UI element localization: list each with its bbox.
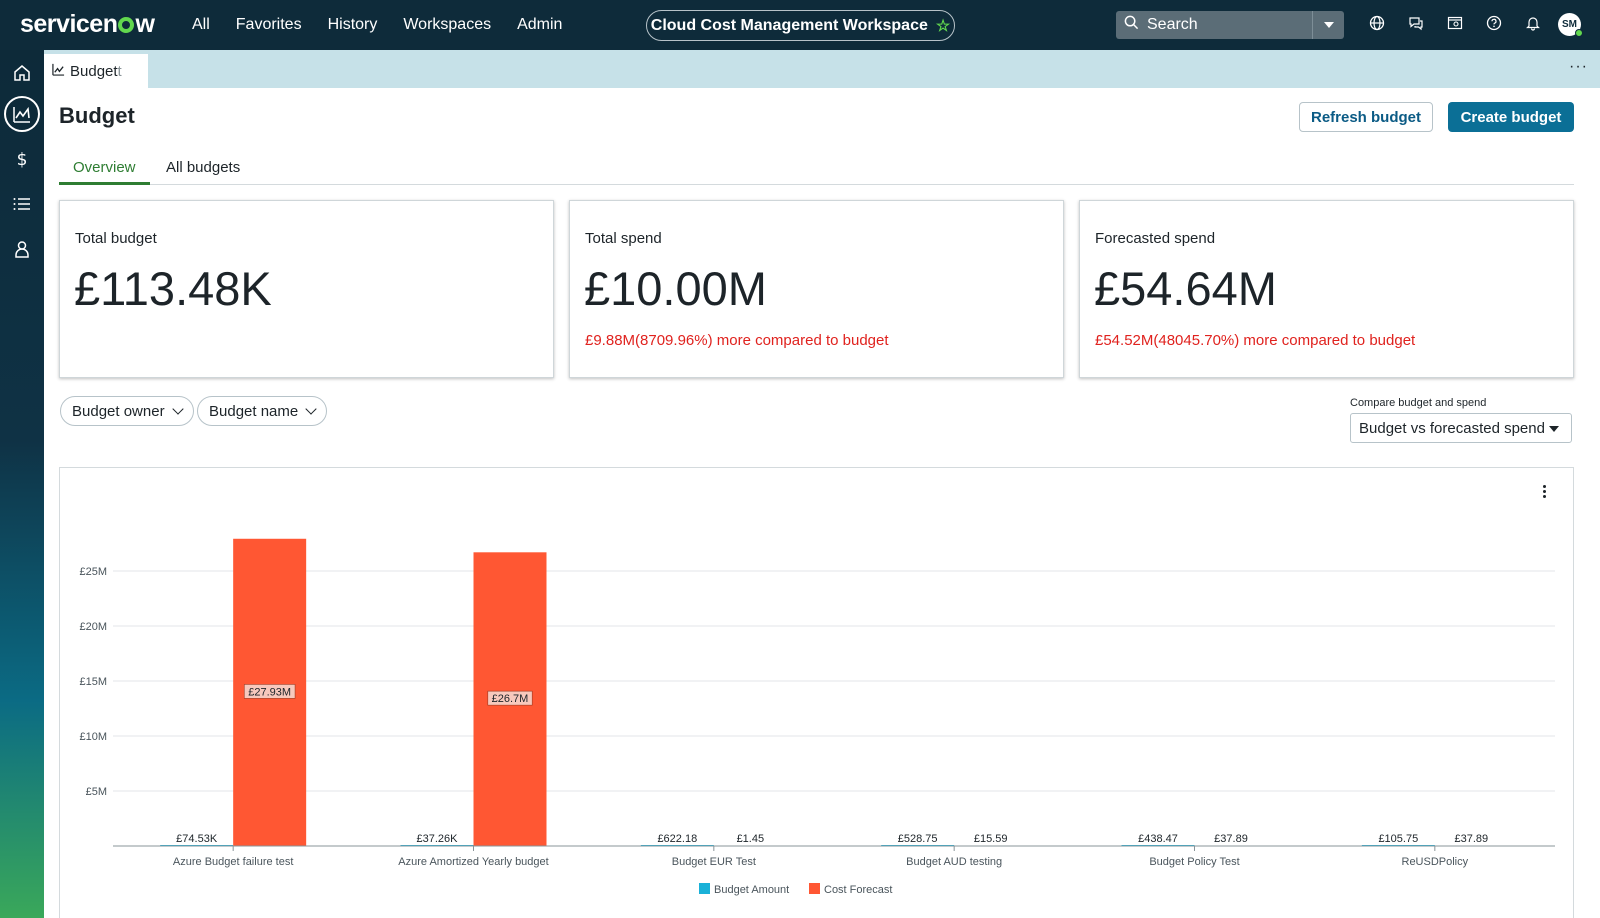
page-title: Budget — [59, 103, 135, 128]
home-icon[interactable] — [9, 60, 35, 86]
nav-links: All Favorites History Workspaces Admin — [192, 0, 588, 50]
filter-label: Budget name — [209, 402, 299, 420]
nav-workspaces[interactable]: Workspaces — [403, 16, 492, 33]
x-tick-label: Budget Policy Test — [1149, 856, 1239, 868]
refresh-budget-button[interactable]: Refresh budget — [1299, 102, 1433, 132]
compare-label: Compare budget and spend — [1350, 397, 1487, 409]
caret-down-icon — [1549, 426, 1559, 432]
chat-icon[interactable] — [1405, 12, 1427, 34]
user-avatar[interactable]: SM — [1558, 13, 1583, 37]
budget-data-label: £37.26K — [417, 833, 459, 845]
forecast-data-label: £1.45 — [737, 833, 765, 845]
card-value: £113.48K — [74, 262, 272, 315]
globe-icon[interactable] — [1366, 12, 1388, 34]
nav-history[interactable]: History — [327, 16, 378, 33]
forecasted-spend-card: Forecasted spend £54.64M £54.52M(48045.7… — [1079, 200, 1574, 378]
nav-admin[interactable]: Admin — [517, 16, 563, 33]
search-placeholder: Search — [1147, 16, 1198, 33]
caret-down-icon — [1323, 22, 1334, 28]
budget-owner-filter[interactable]: Budget owner — [60, 396, 194, 426]
compare-select[interactable]: Budget vs forecasted spend — [1350, 413, 1572, 443]
x-tick-label: ReUSDPolicy — [1402, 856, 1469, 868]
budget-name-filter[interactable]: Budget name — [197, 396, 328, 426]
budget-data-label: £74.53K — [176, 833, 218, 845]
card-delta: £9.88M(8709.96%) more compared to budget — [585, 332, 889, 349]
tab-label-fade: t — [117, 62, 122, 80]
card-label: Forecasted spend — [1095, 230, 1216, 247]
total-budget-card: Total budget £113.48K — [59, 200, 554, 378]
budget-data-label: £105.75 — [1378, 833, 1418, 845]
chart-trend-icon[interactable] — [4, 96, 40, 132]
window-search-icon[interactable] — [1444, 12, 1466, 34]
card-label: Total budget — [75, 230, 157, 247]
workspace-pill[interactable]: Cloud Cost Management Workspace ☆ — [646, 10, 955, 41]
card-value: £54.64M — [1094, 262, 1277, 315]
tab-budget-label: Budget — [70, 62, 118, 80]
nav-all[interactable]: All — [192, 16, 210, 33]
search-input[interactable]: Search — [1116, 11, 1312, 39]
chart-panel — [59, 467, 1574, 918]
nav-favorites[interactable]: Favorites — [235, 16, 302, 33]
help-icon[interactable] — [1483, 12, 1505, 34]
y-tick-label: £20M — [79, 621, 107, 633]
user-icon[interactable] — [9, 236, 35, 262]
presence-dot — [1575, 29, 1583, 37]
workspace-tab-strip: Budgett ··· — [44, 50, 1600, 88]
card-value: £10.00M — [584, 262, 767, 315]
legend-label-budget: Budget Amount — [714, 884, 789, 896]
dollar-icon[interactable]: $ — [9, 146, 35, 172]
bell-icon[interactable] — [1522, 12, 1544, 34]
y-tick-label: £10M — [79, 731, 107, 743]
chart-trend-icon — [52, 63, 65, 80]
workspace-title: Cloud Cost Management Workspace — [650, 16, 928, 34]
x-tick-label: Budget AUD testing — [906, 856, 1002, 868]
top-navigation: servicen w All Favorites History Workspac… — [0, 0, 1600, 50]
search-icon — [1124, 15, 1139, 35]
budget-data-label: £438.47 — [1138, 833, 1178, 845]
avatar-initials: SM — [1562, 19, 1577, 30]
y-tick-label: £5M — [86, 786, 107, 798]
forecast-data-label: £26.7M — [492, 693, 529, 705]
card-label: Total spend — [585, 230, 662, 247]
legend-swatch-budget — [699, 883, 710, 894]
star-icon[interactable]: ☆ — [935, 17, 951, 35]
chevron-down-icon — [171, 403, 184, 415]
forecast-label-box — [487, 690, 533, 706]
forecast-data-label: £15.59 — [974, 833, 1008, 845]
budget-chart: £5M £10M £15M £20M £25M Azure Budget failure … — [79, 538, 1555, 896]
legend-swatch-forecast — [809, 883, 820, 894]
card-delta: £54.52M(48045.70%) more compared to budg… — [1095, 332, 1416, 349]
forecast-data-label: £27.93M — [248, 686, 291, 698]
x-tick-label: Azure Budget failure test — [173, 856, 293, 868]
side-rail: $ — [0, 50, 44, 918]
tab-budget[interactable]: Budgett — [44, 54, 148, 88]
y-tick-label: £15M — [79, 676, 107, 688]
search-scope-dropdown[interactable] — [1312, 11, 1344, 39]
legend-label-forecast: Cost Forecast — [824, 884, 892, 896]
x-tick-label: Azure Amortized Yearly budget — [398, 856, 548, 868]
tab-all-budgets[interactable]: All budgets — [166, 159, 241, 176]
y-tick-label: £25M — [79, 566, 107, 578]
servicenow-logo[interactable]: servicen w — [20, 10, 155, 38]
nav-icons — [1366, 12, 1544, 34]
forecast-data-label: £37.89 — [1214, 833, 1248, 845]
create-budget-button[interactable]: Create budget — [1448, 102, 1574, 132]
list-icon[interactable] — [9, 191, 35, 217]
tab-overview[interactable]: Overview — [59, 159, 150, 185]
x-tick-label: Budget EUR Test — [672, 856, 756, 868]
filter-label: Budget owner — [72, 402, 165, 420]
total-spend-card: Total spend £10.00M £9.88M(8709.96%) mor… — [569, 200, 1064, 378]
forecast-data-label: £37.89 — [1455, 833, 1489, 845]
budget-data-label: £622.18 — [657, 833, 697, 845]
chevron-down-icon — [305, 403, 317, 415]
page-tabs: Overview All budgets — [59, 155, 1574, 185]
budget-data-label: £528.75 — [898, 833, 938, 845]
compare-value: Budget vs forecasted spend — [1359, 419, 1545, 437]
forecast-label-box — [243, 684, 296, 699]
chart-menu-icon[interactable] — [1541, 485, 1547, 498]
more-options-icon[interactable]: ··· — [1569, 58, 1588, 75]
svg-text:$: $ — [17, 150, 28, 169]
